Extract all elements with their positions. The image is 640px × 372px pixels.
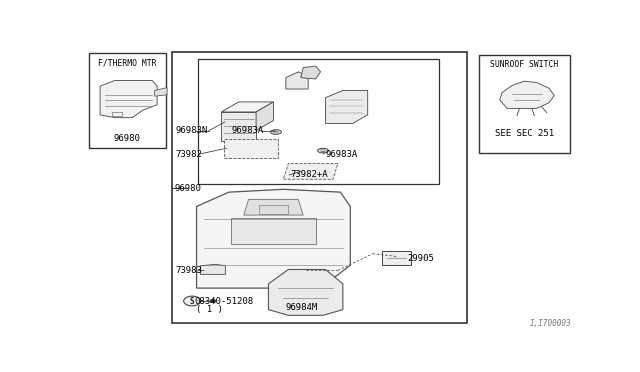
Text: 96983A: 96983A <box>326 150 358 158</box>
Polygon shape <box>381 251 412 265</box>
Polygon shape <box>244 199 303 215</box>
Polygon shape <box>221 102 273 112</box>
Polygon shape <box>301 66 321 79</box>
Text: SUNROOF SWITCH: SUNROOF SWITCH <box>490 60 559 69</box>
Text: 96983N: 96983N <box>175 126 207 135</box>
Bar <box>198 59 438 183</box>
Text: 96980: 96980 <box>114 134 141 142</box>
Circle shape <box>184 296 200 306</box>
Polygon shape <box>155 87 167 96</box>
Polygon shape <box>200 264 225 275</box>
Polygon shape <box>284 164 338 179</box>
Ellipse shape <box>271 130 282 134</box>
Text: I,I700003: I,I700003 <box>529 319 571 328</box>
Polygon shape <box>269 269 343 315</box>
Polygon shape <box>196 189 350 288</box>
Text: 96983A: 96983A <box>231 126 264 135</box>
Ellipse shape <box>317 148 328 153</box>
Text: 08340-51208: 08340-51208 <box>194 297 253 306</box>
Bar <box>231 218 316 244</box>
Text: 96980: 96980 <box>174 184 201 193</box>
Text: 29905: 29905 <box>408 254 434 263</box>
Text: 96984M: 96984M <box>286 303 318 312</box>
Text: ( 1 ): ( 1 ) <box>196 305 223 314</box>
Text: 73982+A: 73982+A <box>291 170 328 179</box>
Polygon shape <box>221 112 256 141</box>
Text: F/THERMO MTR: F/THERMO MTR <box>98 58 157 67</box>
Bar <box>172 52 467 323</box>
Bar <box>113 112 122 116</box>
Polygon shape <box>224 139 278 158</box>
Polygon shape <box>256 102 273 131</box>
Polygon shape <box>100 80 157 118</box>
Polygon shape <box>500 81 554 108</box>
Text: 73982: 73982 <box>175 150 202 158</box>
Circle shape <box>210 299 216 303</box>
Bar <box>89 53 166 148</box>
Text: 73983: 73983 <box>175 266 202 275</box>
Bar <box>259 205 288 214</box>
Polygon shape <box>286 72 308 89</box>
Bar <box>479 55 570 154</box>
Text: S: S <box>190 296 195 305</box>
Polygon shape <box>326 90 368 124</box>
Text: SEE SEC 251: SEE SEC 251 <box>495 129 554 138</box>
